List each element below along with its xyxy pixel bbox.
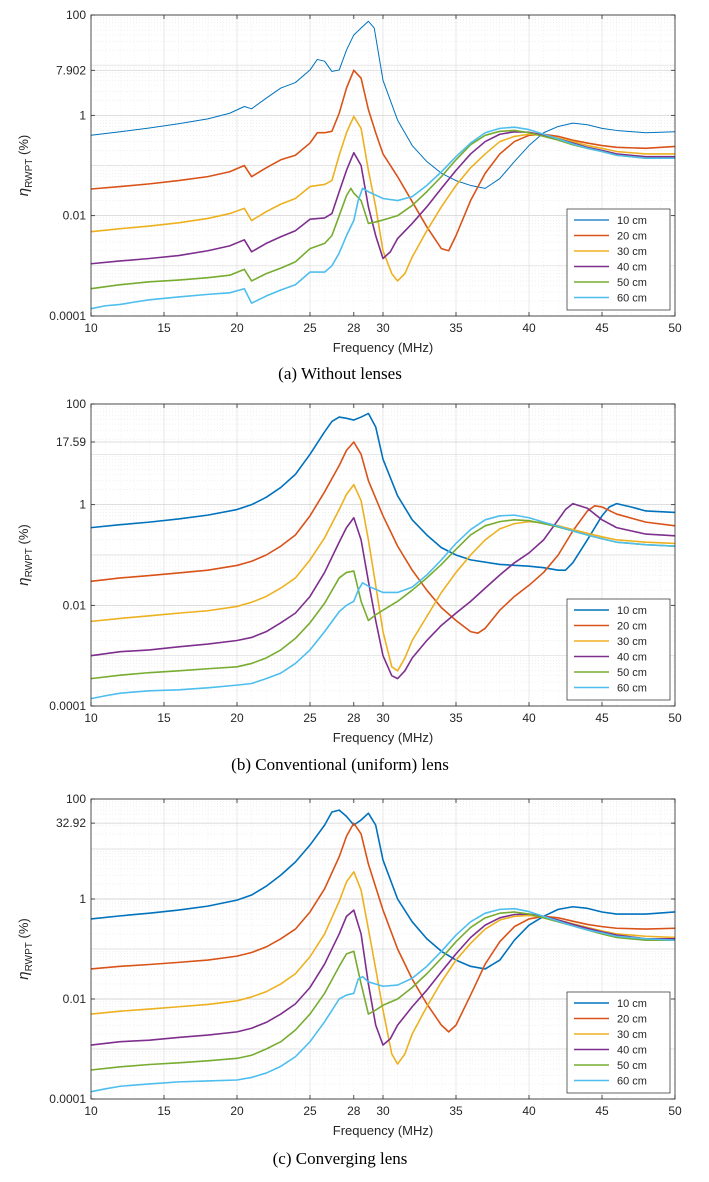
x-tick-label: 50 xyxy=(668,321,682,335)
y-tick-label: 0.01 xyxy=(63,598,87,612)
legend-label: 60 cm xyxy=(617,293,647,305)
x-tick-label: 20 xyxy=(230,711,244,725)
x-tick-label: 15 xyxy=(157,321,171,335)
x-tick-label: 28 xyxy=(347,321,361,335)
x-tick-label: 30 xyxy=(376,711,390,725)
x-axis-label: Frequency (MHz) xyxy=(333,1123,433,1138)
x-tick-label: 20 xyxy=(230,1104,244,1118)
x-tick-label: 30 xyxy=(376,1104,390,1118)
legend-box xyxy=(566,991,671,1094)
y-tick-label: 0.0001 xyxy=(49,309,86,323)
y-tick-label: 0.0001 xyxy=(49,1092,86,1106)
series-line-10-cm xyxy=(90,20,676,189)
figure-caption: (b) Conventional (uniform) lens xyxy=(231,755,449,774)
legend-label: 30 cm xyxy=(617,1029,647,1041)
x-tick-label: 45 xyxy=(595,321,609,335)
x-tick-label: 35 xyxy=(449,711,463,725)
y-tick-label: 0.01 xyxy=(63,992,87,1006)
x-tick-label: 45 xyxy=(595,1104,609,1118)
legend-box xyxy=(566,598,671,701)
y-tick-label: 32.92 xyxy=(56,816,86,830)
legend-label: 20 cm xyxy=(617,231,647,243)
series-line-10-cm xyxy=(90,809,676,970)
legend: 10 cm 20 cm 30 cm 40 cm 50 cm 60 cm xyxy=(566,991,671,1094)
y-axis-label: ηRWPT (%) xyxy=(15,524,35,585)
series-line-20-cm xyxy=(90,822,676,1033)
y-axis-label: ηRWPT (%) xyxy=(15,135,35,196)
legend-label: 60 cm xyxy=(617,683,647,695)
y-tick-label: 1 xyxy=(79,892,86,906)
x-tick-label: 50 xyxy=(668,711,682,725)
y-axis-label: ηRWPT (%) xyxy=(15,918,35,979)
x-tick-label: 28 xyxy=(347,1104,361,1118)
x-tick-label: 28 xyxy=(347,711,361,725)
series-line-50-cm xyxy=(90,129,675,290)
legend-label: 30 cm xyxy=(617,636,647,648)
series-line-60-cm xyxy=(90,514,676,700)
legend-label: 50 cm xyxy=(617,1060,647,1072)
y-tick-label: 100 xyxy=(66,792,86,806)
x-tick-label: 10 xyxy=(84,711,98,725)
legend-label: 10 cm xyxy=(617,998,647,1010)
x-tick-label: 35 xyxy=(449,1104,463,1118)
legend-label: 20 cm xyxy=(617,1014,647,1026)
x-tick-label: 35 xyxy=(449,321,463,335)
x-tick-label: 10 xyxy=(84,321,98,335)
legend-box xyxy=(566,208,671,311)
series-line-60-cm xyxy=(90,907,676,1093)
legend-label: 40 cm xyxy=(617,652,647,664)
legend-label: 50 cm xyxy=(617,667,647,679)
y-tick-label: 0.0001 xyxy=(49,699,86,713)
series-line-40-cm xyxy=(90,909,675,1046)
chart-panel-2: 10 15 20 25 28 30 35 40 45 50 0.0001 0.01 1 17.59 100 F… xyxy=(15,397,682,774)
x-tick-label: 25 xyxy=(303,1104,317,1118)
legend-label: 10 cm xyxy=(617,605,647,617)
x-tick-label: 40 xyxy=(522,711,536,725)
y-tick-label: 0.01 xyxy=(63,209,87,223)
legend-label: 30 cm xyxy=(617,246,647,258)
x-axis-label: Frequency (MHz) xyxy=(333,340,433,355)
x-tick-label: 20 xyxy=(230,321,244,335)
y-tick-label: 1 xyxy=(79,108,86,122)
y-tick-label: 1 xyxy=(79,498,86,512)
figure-caption: (c) Converging lens xyxy=(273,1149,408,1168)
x-tick-label: 15 xyxy=(157,1104,171,1118)
series-line-20-cm xyxy=(90,441,676,634)
legend-label: 60 cm xyxy=(617,1076,647,1088)
x-tick-label: 25 xyxy=(303,321,317,335)
series-line-10-cm xyxy=(90,412,676,571)
y-tick-label: 17.59 xyxy=(56,435,86,449)
legend: 10 cm 20 cm 30 cm 40 cm 50 cm 60 cm xyxy=(566,598,671,701)
legend: 10 cm 20 cm 30 cm 40 cm 50 cm 60 cm xyxy=(566,208,671,311)
legend-label: 50 cm xyxy=(617,277,647,289)
legend-label: 40 cm xyxy=(617,1045,647,1057)
legend-label: 10 cm xyxy=(617,215,647,227)
x-tick-label: 40 xyxy=(522,1104,536,1118)
x-tick-label: 30 xyxy=(376,321,390,335)
x-tick-label: 50 xyxy=(668,1104,682,1118)
y-tick-label: 100 xyxy=(66,397,86,411)
x-tick-label: 15 xyxy=(157,711,171,725)
y-tick-label: 7.902 xyxy=(56,63,86,77)
series-line-40-cm xyxy=(90,502,676,680)
x-axis-label: Frequency (MHz) xyxy=(333,730,433,745)
legend-label: 40 cm xyxy=(617,262,647,274)
legend-label: 20 cm xyxy=(617,621,647,633)
x-tick-label: 25 xyxy=(303,711,317,725)
x-tick-label: 45 xyxy=(595,711,609,725)
series-line-60-cm xyxy=(90,126,675,310)
y-tick-label: 100 xyxy=(66,8,86,22)
chart-panel-1: 10 15 20 25 28 30 35 40 45 50 0.0001 0.01 1 7.902 100 F… xyxy=(15,8,682,383)
x-tick-label: 40 xyxy=(522,321,536,335)
figure-caption: (a) Without lenses xyxy=(278,364,402,383)
x-tick-label: 10 xyxy=(84,1104,98,1118)
chart-panel-3: 10 15 20 25 28 30 35 40 45 50 0.0001 0.01 1 32.92 100 F… xyxy=(15,792,682,1168)
